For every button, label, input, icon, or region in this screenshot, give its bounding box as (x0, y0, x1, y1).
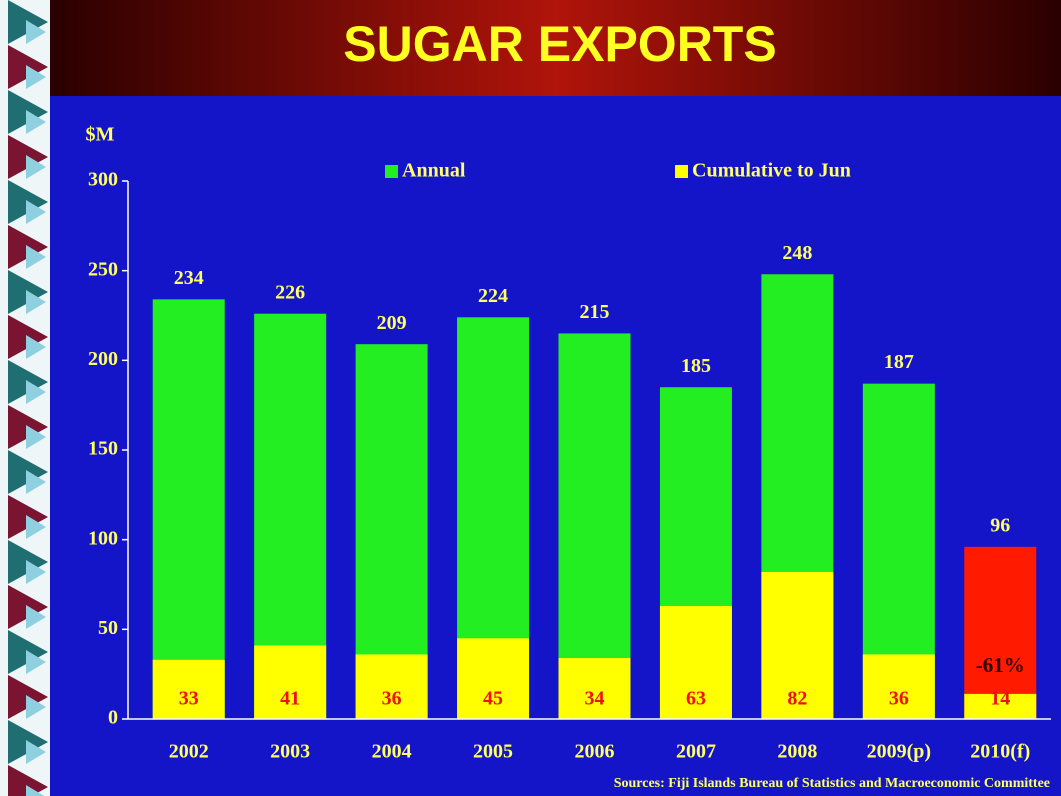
value-label: 34 (585, 688, 605, 710)
y-tick-label: 50 (98, 617, 118, 639)
x-tick-label: 2004 (372, 741, 412, 763)
chart-title: SUGAR EXPORTS (343, 16, 776, 72)
x-tick-label: 2008 (777, 741, 817, 763)
source-note: Sources: Fiji Islands Bureau of Statisti… (614, 776, 1050, 791)
value-label: 33 (179, 688, 199, 710)
x-tick-label: 2007 (676, 741, 716, 763)
bar (558, 333, 631, 719)
bar (761, 571, 834, 719)
x-tick-label: 2006 (575, 741, 615, 763)
legend-label: Cumulative to Jun (692, 160, 851, 182)
bar (152, 299, 225, 719)
value-label: 45 (483, 688, 503, 710)
bar (862, 654, 935, 719)
value-label: 185 (681, 355, 711, 377)
y-tick-label: 250 (88, 258, 118, 280)
value-label: 187 (884, 351, 914, 373)
bar (964, 693, 1037, 719)
x-tick-label: 2009(p) (867, 741, 931, 763)
bar (254, 645, 327, 719)
value-label: 82 (787, 688, 807, 710)
value-label: 226 (275, 281, 305, 303)
value-label: 215 (580, 301, 610, 323)
y-tick-label: 0 (108, 707, 118, 729)
annotation: -61% (976, 653, 1025, 677)
value-label: 36 (382, 688, 402, 710)
title-band (50, 0, 1061, 96)
bar (152, 659, 225, 719)
value-label: 224 (478, 285, 508, 307)
decor-strip (0, 0, 50, 796)
legend-swatch (385, 165, 398, 178)
x-tick-label: 2005 (473, 741, 513, 763)
bar (457, 638, 530, 719)
value-label: 36 (889, 688, 909, 710)
x-tick-label: 2002 (169, 741, 209, 763)
value-label: 234 (174, 267, 204, 289)
value-label: 248 (782, 242, 812, 264)
x-tick-label: 2010(f) (970, 741, 1030, 763)
y-tick-label: 200 (88, 348, 118, 370)
legend-label: Annual (402, 160, 466, 182)
value-label: 63 (686, 688, 706, 710)
y-tick-label: 150 (88, 438, 118, 460)
y-axis-label: $M (86, 124, 115, 146)
y-tick-label: 100 (88, 527, 118, 549)
bar (558, 658, 631, 719)
bar (355, 654, 428, 719)
value-label: 14 (990, 688, 1010, 710)
legend-swatch (675, 165, 688, 178)
y-tick-label: 300 (88, 169, 118, 191)
value-label: 96 (990, 514, 1010, 536)
value-label: 209 (377, 312, 407, 334)
x-tick-label: 2003 (270, 741, 310, 763)
bar (659, 606, 732, 719)
bar (964, 546, 1037, 719)
value-label: 41 (280, 688, 300, 710)
